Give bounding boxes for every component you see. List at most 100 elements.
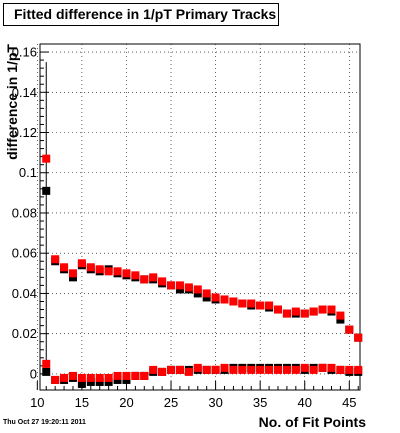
data-point xyxy=(211,293,220,302)
data-point xyxy=(68,269,77,278)
data-point xyxy=(229,297,238,306)
data-point xyxy=(202,289,211,298)
data-point xyxy=(291,365,300,374)
data-point xyxy=(247,365,256,374)
data-point xyxy=(149,273,158,282)
data-point xyxy=(238,365,247,374)
data-point xyxy=(104,373,113,382)
data-point xyxy=(327,305,336,314)
data-point xyxy=(220,295,229,304)
data-point xyxy=(309,365,318,374)
y-tick-label: 0.1 xyxy=(19,165,37,180)
data-point xyxy=(113,371,122,380)
data-point xyxy=(77,259,86,268)
data-point xyxy=(273,365,282,374)
y-axis-label: difference in 1/pT xyxy=(4,44,20,160)
data-point xyxy=(175,281,184,290)
data-point xyxy=(238,299,247,308)
plot-frame xyxy=(39,43,361,391)
data-point xyxy=(167,281,176,290)
x-tick-label: 15 xyxy=(75,395,89,410)
data-point xyxy=(345,365,354,374)
data-point xyxy=(318,363,327,372)
x-axis-label: No. of Fit Points xyxy=(259,414,367,430)
data-point xyxy=(86,373,95,382)
data-point xyxy=(265,301,274,310)
data-point xyxy=(354,365,363,374)
data-point xyxy=(220,363,229,372)
y-tick-label: 0.14 xyxy=(12,85,37,100)
axis-ticks: 10 15 20 25 30 35 40 45 0 0.02 0.04 0.06 0.08 0.1 0.12… xyxy=(12,45,359,410)
data-point xyxy=(86,263,95,272)
data-point xyxy=(309,307,318,316)
data-point xyxy=(104,377,113,386)
data-point xyxy=(113,375,122,384)
data-point xyxy=(184,367,193,376)
y-tick-label: 0.06 xyxy=(12,246,37,261)
chart-title: Fitted difference in 1/pT Primary Tracks xyxy=(3,3,279,26)
data-point xyxy=(167,365,176,374)
data-point xyxy=(282,365,291,374)
data-point xyxy=(122,371,131,380)
x-tick-label: 40 xyxy=(298,395,312,410)
y-tick-label: 0.02 xyxy=(12,326,37,341)
data-point xyxy=(300,309,309,318)
data-point xyxy=(247,299,256,308)
data-point xyxy=(273,305,282,314)
x-tick-label: 25 xyxy=(164,395,178,410)
data-point xyxy=(51,255,60,264)
x-tick-label: 20 xyxy=(119,395,133,410)
y-tick-label: 0.12 xyxy=(12,125,37,140)
data-point xyxy=(158,277,167,286)
data-point xyxy=(42,186,51,195)
data-point xyxy=(256,365,265,374)
data-point xyxy=(354,333,363,342)
data-point xyxy=(229,365,238,374)
data-point xyxy=(327,363,336,372)
y-tick-label: 0.04 xyxy=(12,286,37,301)
data-point xyxy=(95,377,104,386)
data-point xyxy=(86,377,95,386)
data-point xyxy=(175,285,184,294)
data-point xyxy=(149,365,158,374)
data-point xyxy=(202,365,211,374)
x-tick-label: 35 xyxy=(253,395,267,410)
data-point xyxy=(336,365,345,374)
data-point xyxy=(42,359,51,368)
data-point xyxy=(300,363,309,372)
data-point xyxy=(282,309,291,318)
data-point xyxy=(113,267,122,276)
y-tick-label: 0.16 xyxy=(12,45,37,60)
data-point xyxy=(140,275,149,284)
data-point xyxy=(60,373,69,382)
grid-lines xyxy=(37,44,360,390)
data-point xyxy=(60,263,69,272)
data-point xyxy=(336,315,345,324)
data-point xyxy=(42,367,51,376)
data-point xyxy=(291,307,300,316)
data-point xyxy=(158,367,167,376)
y-tick-label: 0 xyxy=(30,366,37,381)
data-point xyxy=(77,373,86,382)
data-point xyxy=(336,311,345,320)
data-point xyxy=(131,271,140,280)
data-point xyxy=(95,373,104,382)
timestamp: Thu Oct 27 19:20:11 2011 xyxy=(3,419,86,426)
data-point xyxy=(345,325,354,334)
data-point xyxy=(256,301,265,310)
data-point xyxy=(68,371,77,380)
data-point xyxy=(193,285,202,294)
data-point xyxy=(175,365,184,374)
x-tick-label: 45 xyxy=(342,395,356,410)
data-point xyxy=(265,365,274,374)
data-point xyxy=(104,267,113,276)
data-point xyxy=(318,305,327,314)
x-tick-label: 10 xyxy=(30,395,44,410)
data-point xyxy=(202,293,211,302)
data-point xyxy=(51,375,60,384)
data-point xyxy=(193,363,202,372)
data-point xyxy=(68,273,77,282)
data-point xyxy=(77,379,86,388)
data-point xyxy=(211,365,220,374)
y-tick-label: 0.08 xyxy=(12,205,37,220)
